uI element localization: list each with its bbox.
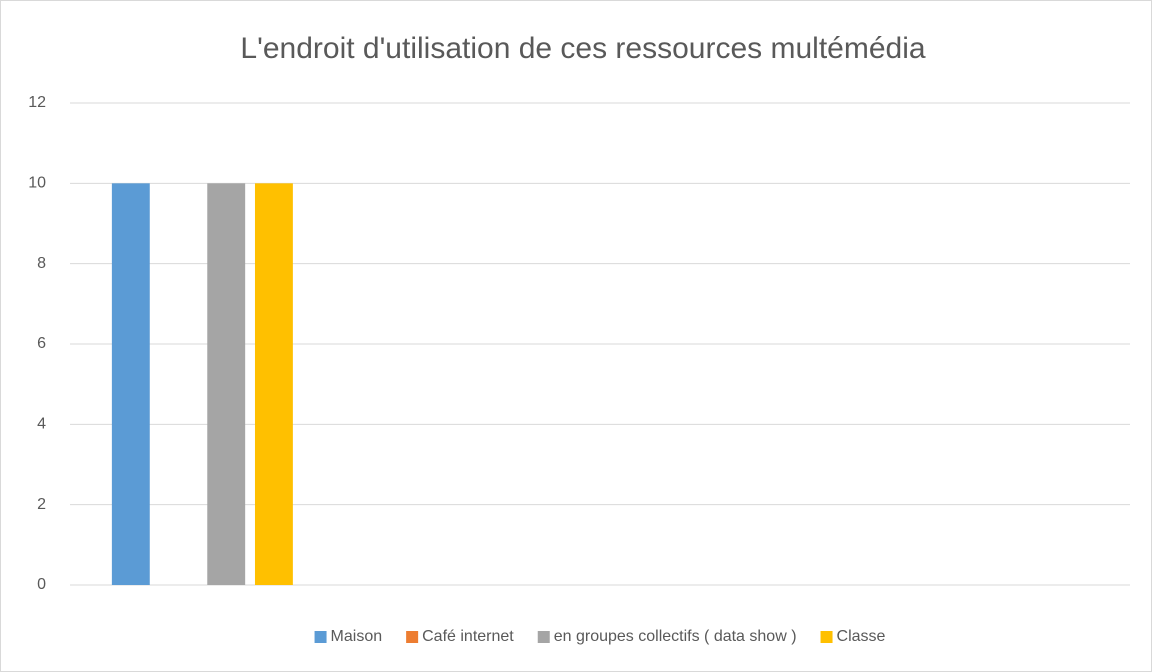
bar (207, 183, 246, 586)
legend-label: Classe (837, 628, 886, 645)
legend-swatch (820, 631, 833, 643)
legend-label: en groupes collectifs ( data show ) (554, 628, 797, 645)
legend-swatch (406, 631, 419, 643)
y-tick-label: 6 (37, 335, 46, 352)
legend-swatch (314, 631, 327, 643)
legend-label: Café internet (422, 628, 514, 645)
bar (254, 183, 293, 586)
y-tick-label: 8 (37, 255, 46, 272)
y-tick-label: 0 (37, 576, 46, 593)
legend-swatch (537, 631, 550, 643)
y-tick-label: 12 (28, 94, 46, 111)
chart-title: L'endroit d'utilisation de ces ressource… (240, 32, 925, 65)
y-tick-label: 10 (28, 175, 46, 192)
y-tick-label: 4 (37, 416, 46, 433)
legend-label: Maison (331, 628, 383, 645)
y-tick-label: 2 (37, 496, 46, 513)
bar (111, 183, 150, 586)
